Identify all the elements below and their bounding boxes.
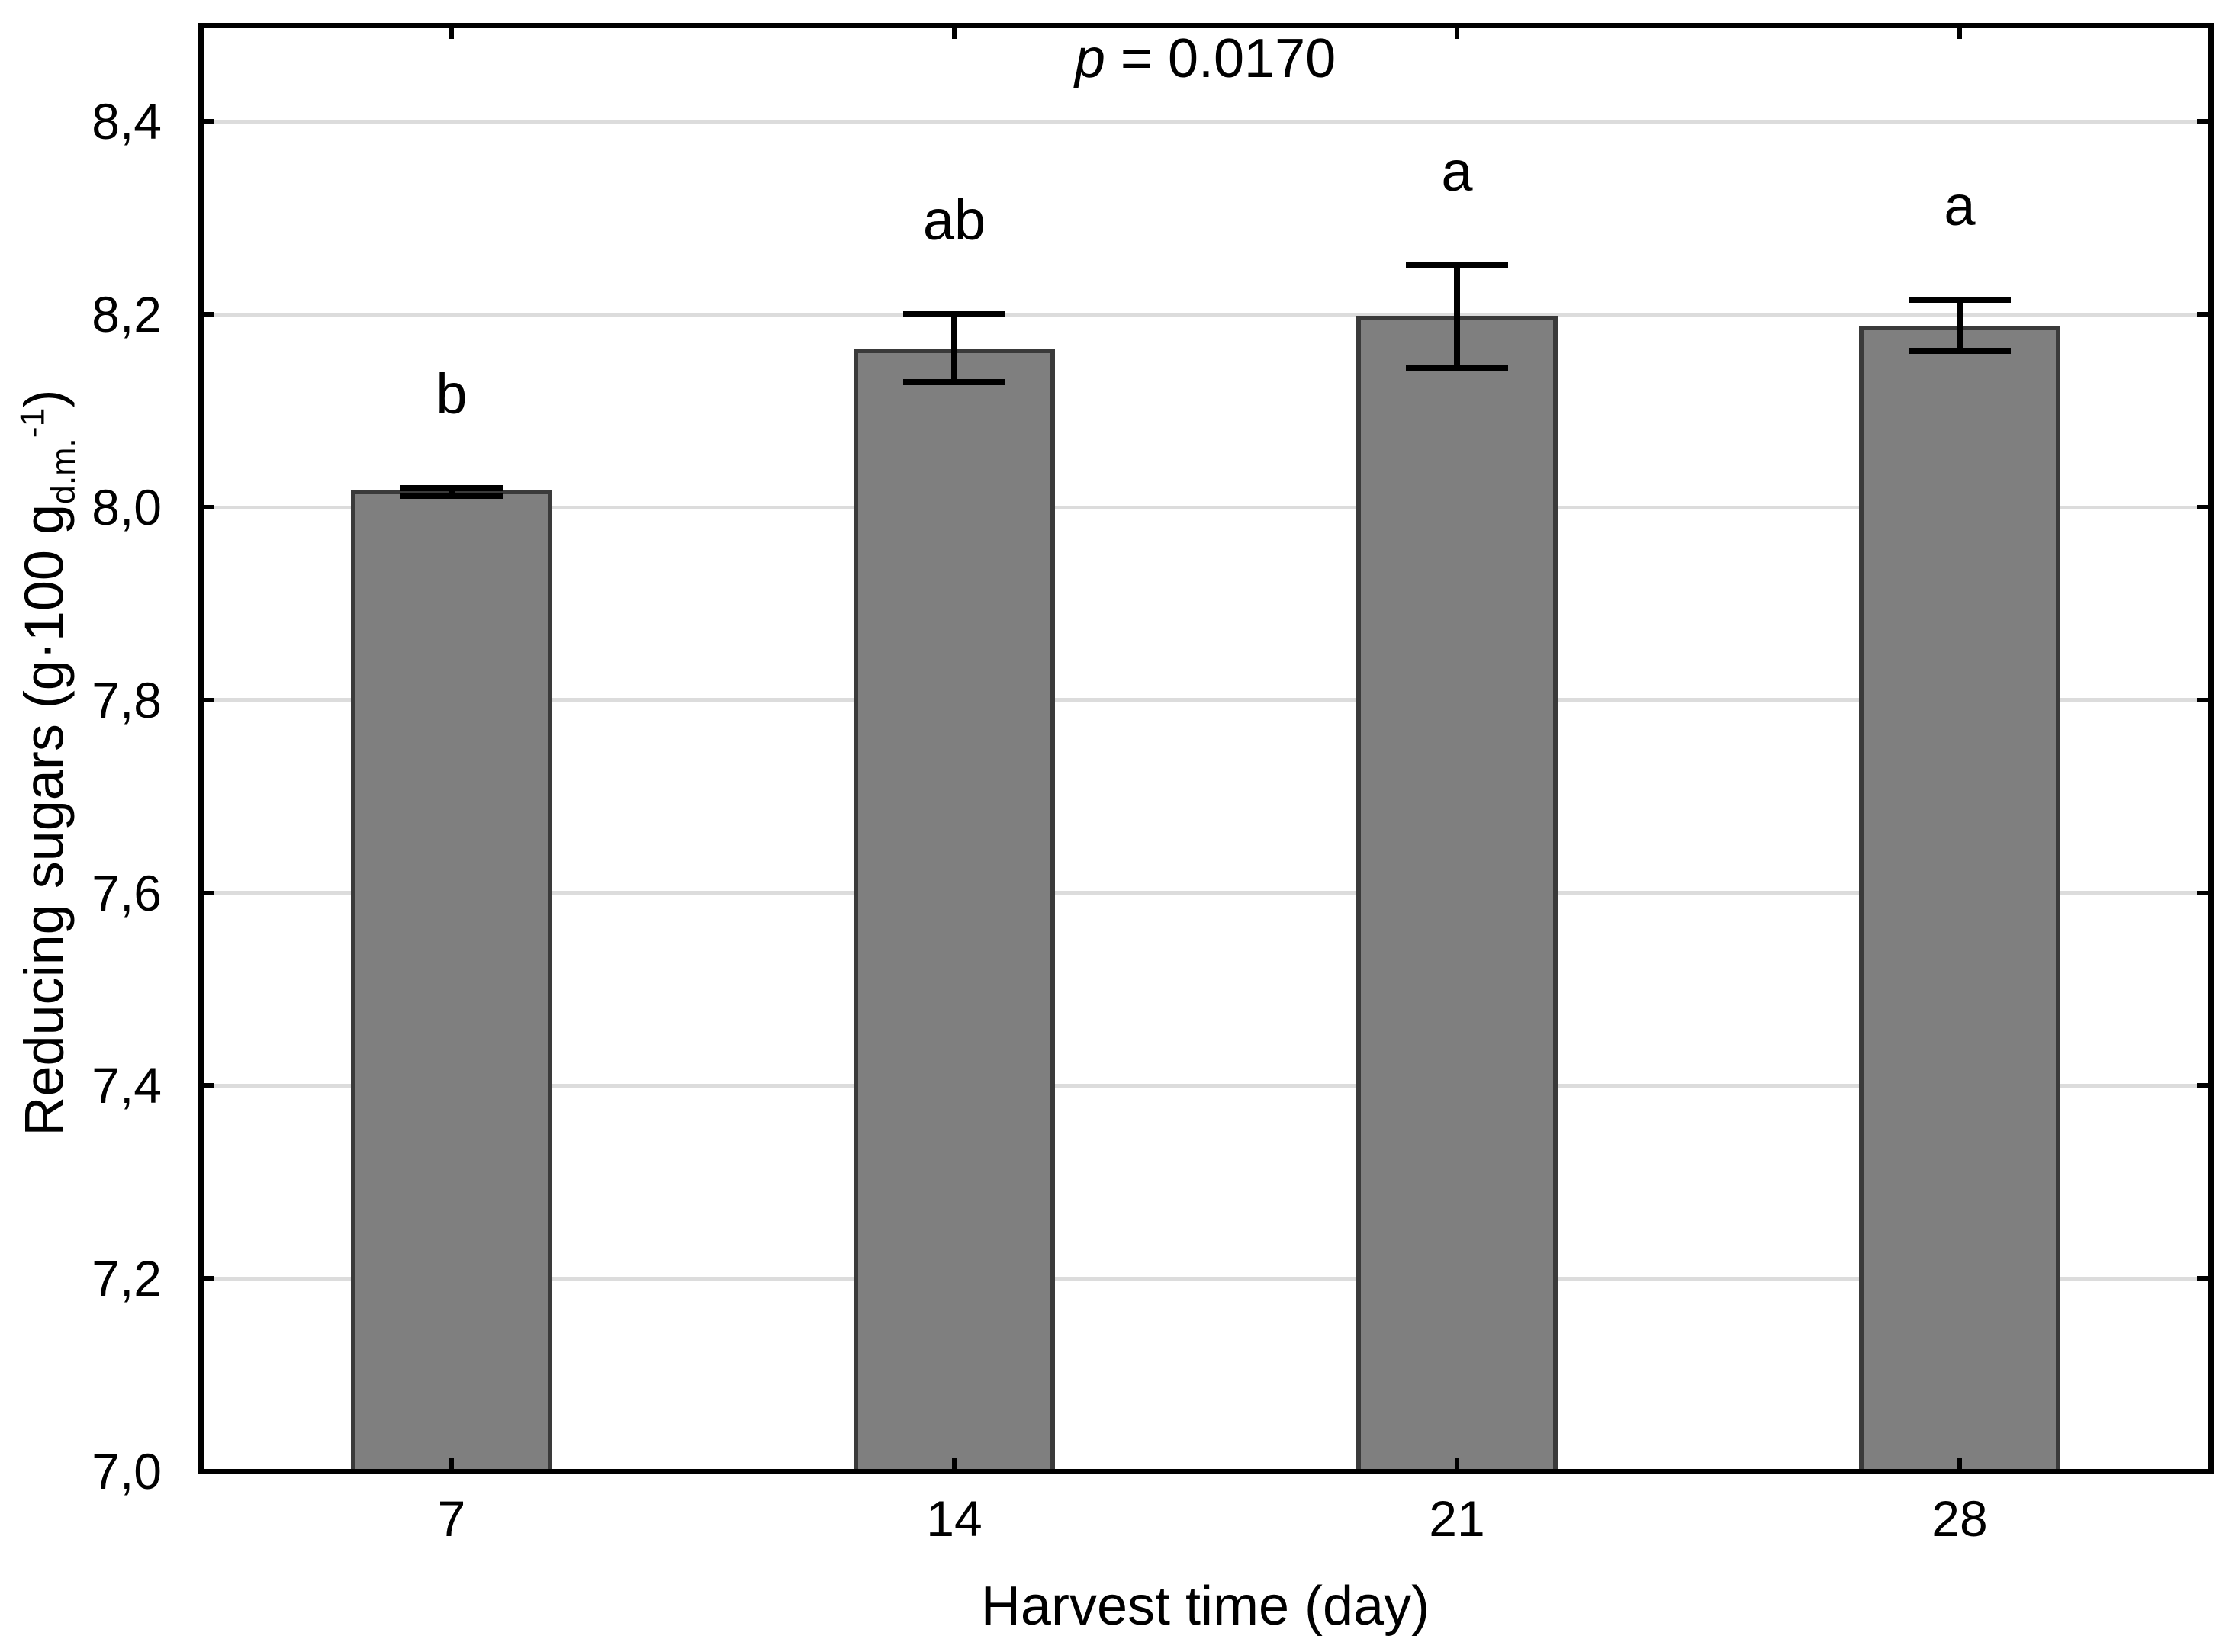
error-bar-cap-top-day-14 bbox=[903, 311, 1005, 317]
x-tick-bottom-day-21 bbox=[1455, 1458, 1459, 1469]
x-tick-top-day-28 bbox=[1957, 28, 1962, 39]
gridline-y-8,4 bbox=[204, 120, 2208, 124]
x-tick-label-day-21: 21 bbox=[1429, 1490, 1485, 1547]
y-tick-left-7,8 bbox=[204, 698, 214, 702]
gridline-y-7,4 bbox=[204, 1084, 2208, 1088]
x-tick-bottom-day-28 bbox=[1957, 1458, 1962, 1469]
y-tick-left-7,4 bbox=[204, 1083, 214, 1088]
y-tick-left-8,2 bbox=[204, 312, 214, 317]
error-bar-line-day-21 bbox=[1454, 265, 1460, 368]
sig-letter-day-7: b bbox=[436, 362, 468, 426]
y-tick-label-7,2: 7,2 bbox=[92, 1250, 162, 1306]
y-tick-right-7,0 bbox=[2197, 1469, 2208, 1474]
y-axis-title-main: Reducing sugars (g·100 g bbox=[14, 503, 76, 1136]
p-value-variable: p bbox=[1074, 28, 1105, 89]
y-tick-label-7,0: 7,0 bbox=[92, 1443, 162, 1499]
y-tick-right-8,4 bbox=[2197, 119, 2208, 124]
y-tick-label-7,6: 7,6 bbox=[92, 865, 162, 921]
y-tick-label-8,0: 8,0 bbox=[92, 479, 162, 535]
error-bar-cap-bottom-day-14 bbox=[903, 379, 1005, 385]
gridline-y-8,0 bbox=[204, 506, 2208, 509]
y-tick-left-7,6 bbox=[204, 891, 214, 895]
x-tick-top-day-7 bbox=[449, 28, 454, 39]
p-value-text: = 0.0170 bbox=[1105, 28, 1336, 89]
sig-letter-day-21: a bbox=[1441, 140, 1473, 203]
y-tick-left-7,2 bbox=[204, 1276, 214, 1281]
y-tick-right-8,2 bbox=[2197, 312, 2208, 317]
x-tick-label-day-28: 28 bbox=[1931, 1490, 1988, 1547]
y-tick-right-7,6 bbox=[2197, 891, 2208, 895]
error-bar-cap-top-day-7 bbox=[400, 485, 503, 491]
error-bar-line-day-7 bbox=[449, 488, 455, 496]
y-tick-right-7,2 bbox=[2197, 1276, 2208, 1281]
gridline-y-7,8 bbox=[204, 698, 2208, 702]
error-bar-cap-bottom-day-7 bbox=[400, 493, 503, 499]
error-bar-cap-bottom-day-21 bbox=[1406, 365, 1508, 371]
bar-day-14 bbox=[854, 349, 1055, 1474]
x-tick-label-day-7: 7 bbox=[437, 1490, 466, 1547]
y-tick-left-8,0 bbox=[204, 505, 214, 509]
y-axis-title-close: ) bbox=[14, 389, 76, 408]
error-bar-line-day-28 bbox=[1957, 300, 1963, 351]
y-tick-right-8,0 bbox=[2197, 505, 2208, 509]
gridline-y-7,2 bbox=[204, 1277, 2208, 1281]
error-bar-line-day-14 bbox=[951, 314, 957, 381]
gridline-y-8,2 bbox=[204, 313, 2208, 317]
x-tick-top-day-21 bbox=[1455, 28, 1459, 39]
error-bar-cap-bottom-day-28 bbox=[1909, 348, 2011, 354]
gridline-y-7,6 bbox=[204, 891, 2208, 895]
bar-day-7 bbox=[351, 490, 552, 1474]
y-tick-label-8,4: 8,4 bbox=[92, 93, 162, 149]
y-tick-left-7,0 bbox=[204, 1469, 214, 1474]
y-tick-right-7,8 bbox=[2197, 698, 2208, 702]
x-tick-label-day-14: 14 bbox=[926, 1490, 983, 1547]
y-tick-right-7,4 bbox=[2197, 1083, 2208, 1088]
error-bar-cap-top-day-21 bbox=[1406, 262, 1508, 268]
y-tick-label-7,8: 7,8 bbox=[92, 672, 162, 728]
y-tick-label-7,4: 7,4 bbox=[92, 1057, 162, 1114]
x-tick-top-day-14 bbox=[952, 28, 957, 39]
bar-day-21 bbox=[1356, 316, 1558, 1474]
bar-day-28 bbox=[1859, 326, 2060, 1474]
y-axis-title-superscript: -1 bbox=[14, 407, 52, 439]
x-tick-bottom-day-7 bbox=[449, 1458, 454, 1469]
sig-letter-day-28: a bbox=[1944, 174, 1976, 237]
sig-letter-day-14: ab bbox=[922, 188, 986, 252]
y-tick-left-8,4 bbox=[204, 119, 214, 124]
x-axis-title: Harvest time (day) bbox=[980, 1576, 1430, 1637]
x-tick-bottom-day-14 bbox=[952, 1458, 957, 1469]
y-tick-label-8,2: 8,2 bbox=[92, 286, 162, 342]
p-value-annotation: p = 0.0170 bbox=[1075, 31, 1336, 86]
error-bar-cap-top-day-28 bbox=[1909, 297, 2011, 303]
